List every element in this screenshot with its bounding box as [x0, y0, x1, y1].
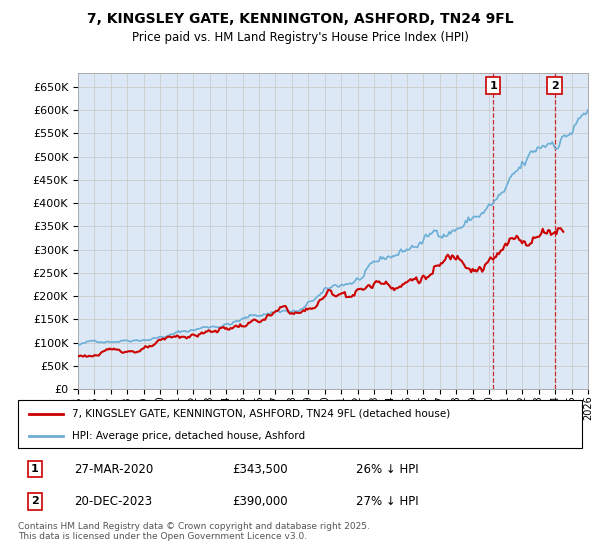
- Text: 27-MAR-2020: 27-MAR-2020: [74, 463, 154, 475]
- FancyBboxPatch shape: [18, 400, 582, 448]
- Text: 1: 1: [31, 464, 39, 474]
- Text: 20-DEC-2023: 20-DEC-2023: [74, 494, 152, 508]
- Text: 7, KINGSLEY GATE, KENNINGTON, ASHFORD, TN24 9FL (detached house): 7, KINGSLEY GATE, KENNINGTON, ASHFORD, T…: [71, 409, 450, 419]
- Text: HPI: Average price, detached house, Ashford: HPI: Average price, detached house, Ashf…: [71, 431, 305, 441]
- Text: Contains HM Land Registry data © Crown copyright and database right 2025.
This d: Contains HM Land Registry data © Crown c…: [18, 522, 370, 542]
- Text: 1: 1: [489, 81, 497, 91]
- Text: 27% ↓ HPI: 27% ↓ HPI: [356, 494, 419, 508]
- Text: Price paid vs. HM Land Registry's House Price Index (HPI): Price paid vs. HM Land Registry's House …: [131, 31, 469, 44]
- Text: £390,000: £390,000: [232, 494, 288, 508]
- Text: 2: 2: [551, 81, 559, 91]
- Text: 7, KINGSLEY GATE, KENNINGTON, ASHFORD, TN24 9FL: 7, KINGSLEY GATE, KENNINGTON, ASHFORD, T…: [86, 12, 514, 26]
- Text: 2: 2: [31, 496, 39, 506]
- Text: £343,500: £343,500: [232, 463, 288, 475]
- Text: 26% ↓ HPI: 26% ↓ HPI: [356, 463, 419, 475]
